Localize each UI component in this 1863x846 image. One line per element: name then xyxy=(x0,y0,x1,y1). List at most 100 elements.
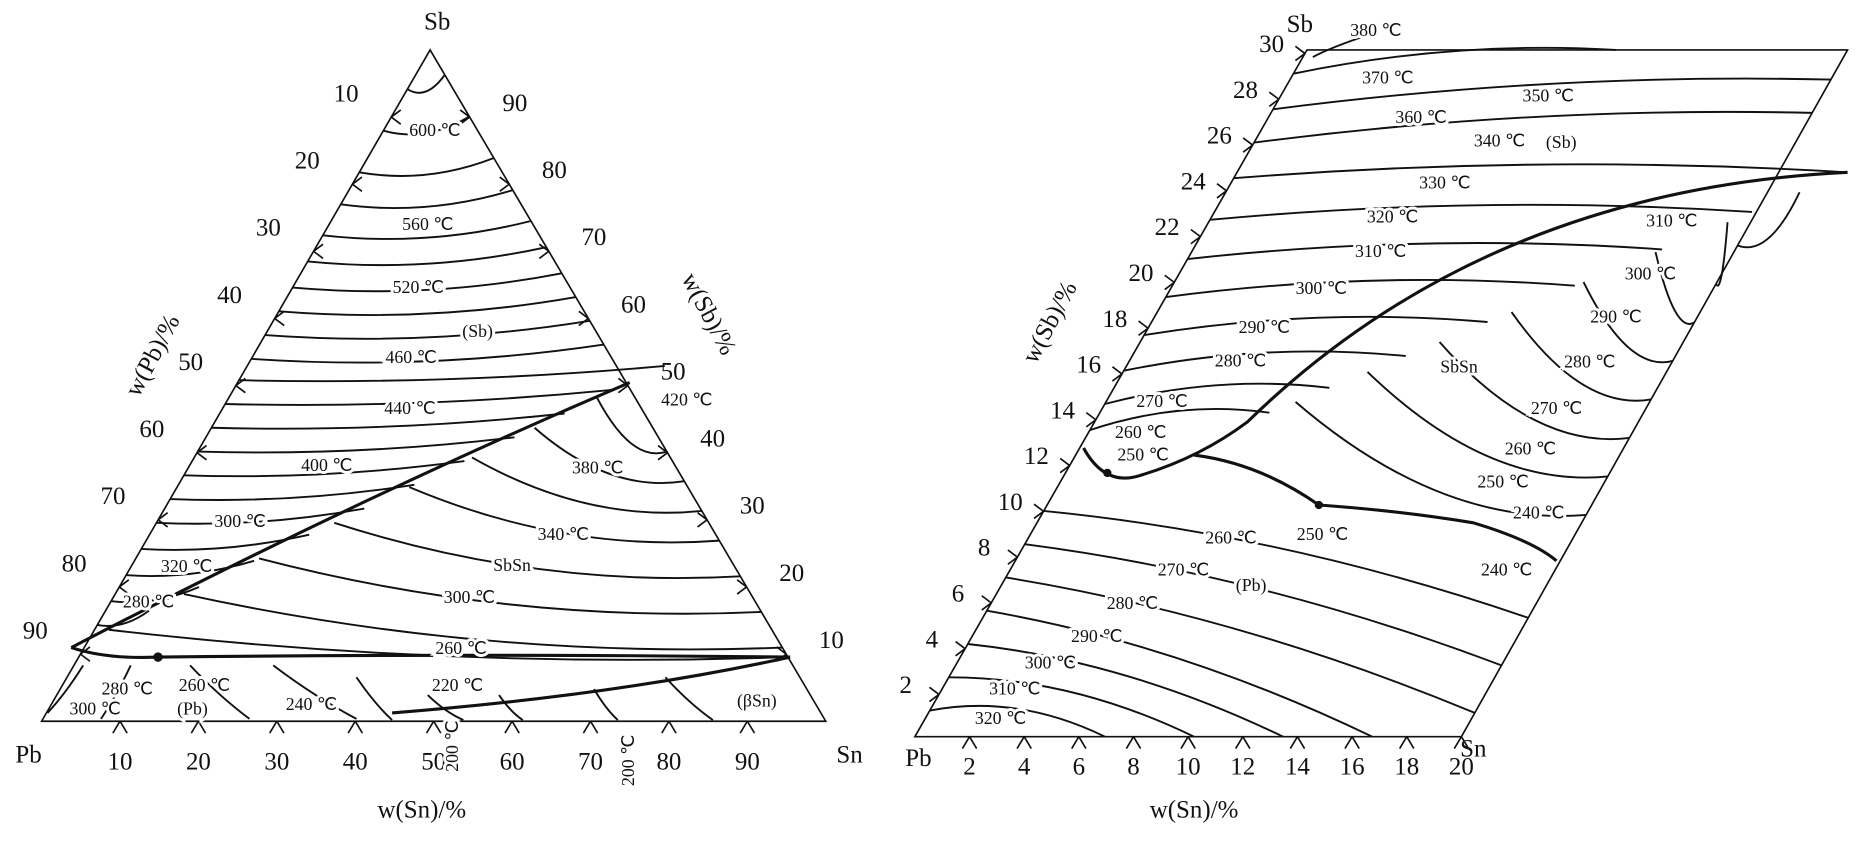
isotherm-label: 310 ℃ xyxy=(989,678,1040,698)
tick-label: 60 xyxy=(621,291,646,318)
isotherm xyxy=(278,296,576,316)
isotherm-label: 340 ℃ xyxy=(538,524,589,544)
vertex-label: Sb xyxy=(424,8,450,35)
isotherm xyxy=(272,664,357,720)
isotherm-label: 440 ℃ xyxy=(384,398,435,418)
tick xyxy=(347,720,364,734)
isotherm xyxy=(1582,281,1673,364)
isotherm-label: 240 ℃ xyxy=(1481,560,1532,580)
isotherm-label: 330 ℃ xyxy=(1419,172,1470,192)
tick xyxy=(1007,549,1018,565)
isotherm-label: 240 ℃ xyxy=(286,694,337,714)
tick-label: 40 xyxy=(700,426,725,453)
isotherm-label: 300 ℃ xyxy=(1025,652,1076,672)
isotherm xyxy=(251,343,604,364)
isotherm xyxy=(1024,543,1502,667)
tick xyxy=(499,176,510,192)
partial-section xyxy=(913,49,1849,738)
tick xyxy=(1294,45,1306,62)
isotherm xyxy=(307,246,547,267)
isotherm-label: 300 ℃ xyxy=(444,587,495,607)
isotherm xyxy=(100,664,132,720)
tick-label: 80 xyxy=(656,749,681,776)
isotherm-label: 300 ℃ xyxy=(1625,264,1676,284)
isotherm-label: 270 ℃ xyxy=(1158,560,1209,580)
isotherm xyxy=(355,676,393,721)
isotherm xyxy=(1272,77,1831,111)
isotherm-label: 320 ℃ xyxy=(161,556,212,576)
tick-label: 26 xyxy=(1207,123,1232,150)
isotherm-label: 260 ℃ xyxy=(1115,422,1166,442)
tick-label: 50 xyxy=(661,358,686,385)
tick-label: 10 xyxy=(819,627,844,654)
tick-label: 18 xyxy=(1394,753,1419,780)
isotherm xyxy=(471,456,702,514)
tick-label: 30 xyxy=(264,749,289,776)
isotherm xyxy=(1293,46,1616,75)
isotherm-label: 320 ℃ xyxy=(975,708,1026,728)
isotherm-label: 320 ℃ xyxy=(1367,207,1418,227)
isotherm xyxy=(986,609,1373,738)
isotherm xyxy=(1312,34,1367,58)
isotherm xyxy=(967,643,1284,738)
isotherm-label: 380 ℃ xyxy=(1350,20,1401,40)
tick xyxy=(1085,411,1097,428)
tick xyxy=(1242,137,1254,153)
tick-label: 90 xyxy=(735,749,760,776)
tick xyxy=(1268,91,1280,108)
isotherm xyxy=(225,388,615,406)
axis-title: w(Pb)/% xyxy=(120,310,185,401)
axis-title: w(Sb)/% xyxy=(676,269,741,360)
tick xyxy=(504,720,520,734)
isotherm-label: 280 ℃ xyxy=(1564,352,1615,372)
isotherm xyxy=(359,157,495,177)
isotherm-label: 310 ℃ xyxy=(1355,241,1406,261)
tick xyxy=(1180,736,1196,749)
tick-label: 60 xyxy=(500,749,525,776)
isotherm-label: 280 ℃ xyxy=(123,592,174,612)
tick-label: 24 xyxy=(1181,168,1206,195)
tick-label: 28 xyxy=(1233,77,1258,104)
isotherm xyxy=(1187,242,1663,260)
isotherm-label: 260 ℃ xyxy=(435,638,486,658)
isotherm-label: 200 ℃ xyxy=(618,735,638,786)
vertex-label: Sn xyxy=(1460,736,1487,763)
tick xyxy=(157,512,169,528)
tick-label: 6 xyxy=(1073,753,1085,780)
isotherm xyxy=(238,365,665,383)
isotherm xyxy=(498,694,524,721)
point xyxy=(1314,500,1323,510)
phase-label: (Sb) xyxy=(1546,132,1577,153)
point xyxy=(153,652,163,662)
isotherm xyxy=(126,559,255,577)
tick xyxy=(79,646,91,662)
tick xyxy=(538,243,550,260)
isotherm xyxy=(258,557,762,615)
tick-label: 70 xyxy=(101,483,126,510)
isotherm xyxy=(383,115,470,136)
tick-label: 12 xyxy=(1024,443,1049,470)
isotherm xyxy=(1143,315,1488,337)
isotherm-label: 270 ℃ xyxy=(1531,398,1582,418)
tick-label: 90 xyxy=(502,90,527,117)
tick xyxy=(1111,366,1123,382)
isotherm-label: 300 ℃ xyxy=(214,511,265,531)
isotherm xyxy=(1294,401,1587,517)
tick xyxy=(578,310,589,327)
isotherm xyxy=(322,220,532,240)
tick xyxy=(1190,228,1201,245)
isotherm-label: 560 ℃ xyxy=(402,214,453,234)
tick-label: 10 xyxy=(334,80,359,107)
isotherm xyxy=(141,533,310,551)
tick xyxy=(1216,183,1228,199)
tick-label: 70 xyxy=(581,224,606,251)
tick xyxy=(661,720,677,734)
isotherm xyxy=(1253,110,1813,144)
isotherm xyxy=(1043,509,1529,619)
isotherm xyxy=(427,694,464,721)
vertex-label: Sn xyxy=(836,742,863,769)
isotherm-label: 460 ℃ xyxy=(386,347,437,367)
isotherm xyxy=(1654,251,1695,325)
isotherm xyxy=(1005,576,1476,714)
